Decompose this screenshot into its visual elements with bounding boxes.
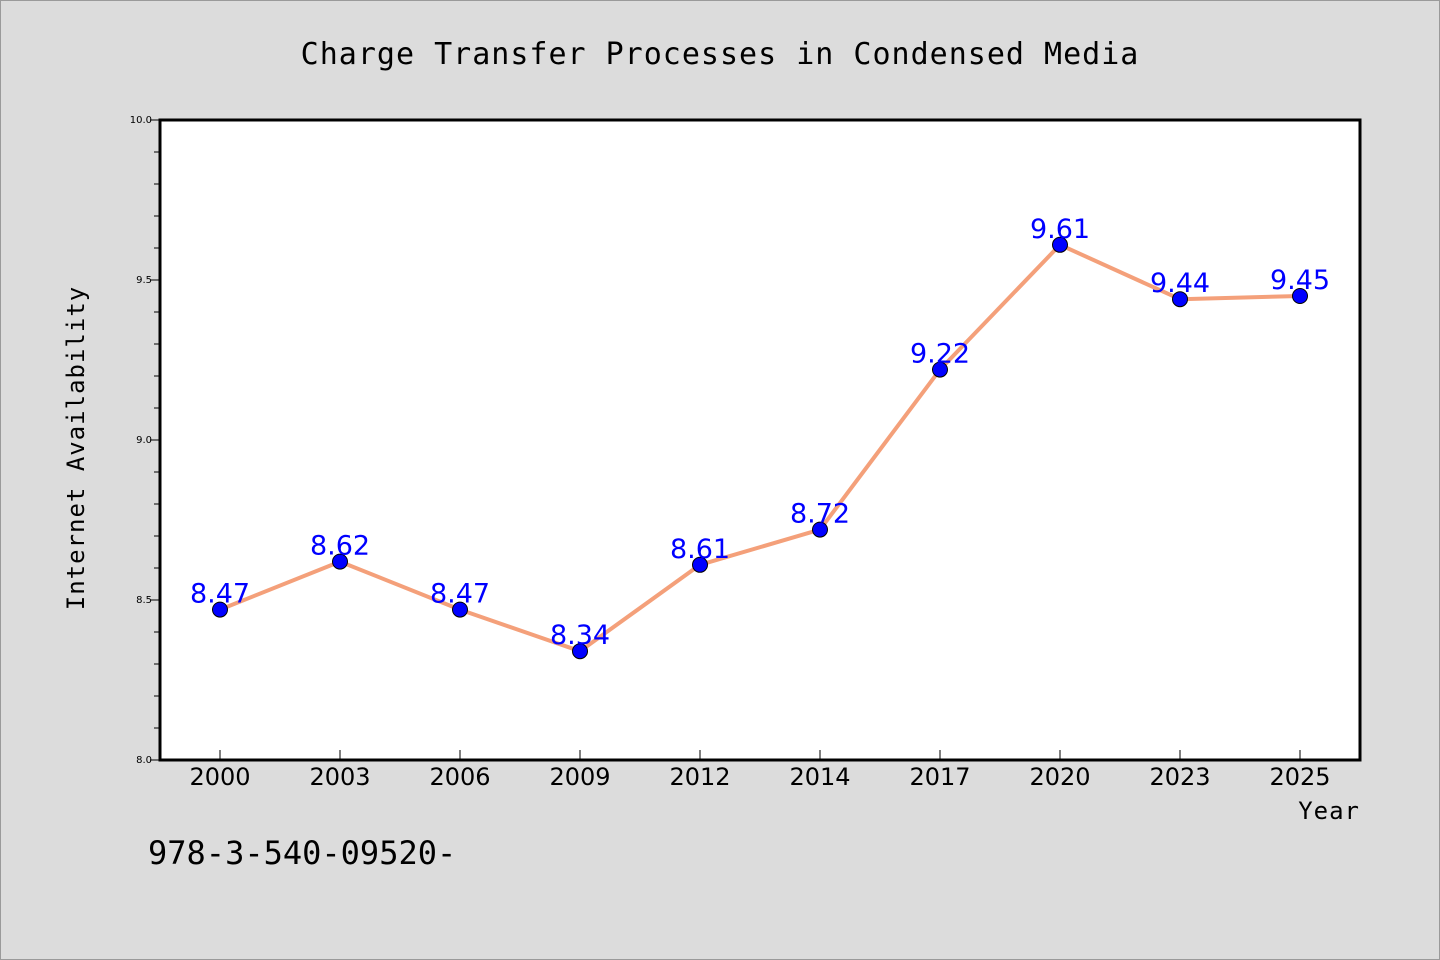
data-label: 9.22 [910, 339, 970, 370]
data-label: 9.45 [1270, 265, 1330, 296]
data-point [932, 361, 948, 378]
data-point [212, 601, 228, 618]
plot-area [158, 118, 1362, 762]
x-tick-label: 2006 [429, 763, 490, 791]
series-layer: 8.47 8.62 8.47 8.34 8.61 8.72 9.22 9.61 9.44 9.45 [190, 214, 1330, 660]
y-tick-label: 8.5 [136, 595, 152, 606]
data-point [692, 556, 708, 573]
y-axis-label: Internet Availability [62, 286, 90, 610]
data-label: 9.44 [1150, 268, 1210, 299]
y-axis: 8.0 8.5 9.0 9.5 10.0 [130, 115, 160, 766]
x-tick-label: 2025 [1269, 763, 1330, 791]
x-tick-label: 2023 [1149, 763, 1210, 791]
data-label: 9.61 [1030, 214, 1090, 245]
data-point [572, 643, 588, 660]
data-point [1172, 291, 1188, 308]
x-tick-label: 2000 [189, 763, 250, 791]
x-tick-label: 2014 [789, 763, 850, 791]
data-label: 8.62 [310, 531, 370, 562]
series-line [218, 242, 1302, 654]
data-label: 8.61 [670, 534, 730, 565]
chart-title: Charge Transfer Processes in Condensed M… [301, 37, 1140, 72]
x-tick-label: 2009 [549, 763, 610, 791]
x-tick-label: 2003 [309, 763, 370, 791]
data-point [812, 521, 828, 538]
footer-text: 978-3-540-09520- [148, 834, 456, 872]
y-tick-label: 9.5 [136, 275, 152, 286]
data-label: 8.34 [550, 620, 610, 651]
data-point [452, 601, 468, 618]
data-point [1292, 288, 1308, 304]
data-label: 8.72 [790, 499, 850, 530]
data-label: 8.47 [430, 579, 490, 610]
x-axis: 2000 2003 2006 2009 2012 2014 2017 2020 2023 2025 [189, 750, 1331, 791]
y-tick-label: 10.0 [130, 115, 152, 126]
y-tick-label: 9.0 [136, 435, 152, 446]
x-tick-label: 2017 [909, 763, 970, 791]
data-point [332, 553, 348, 570]
x-axis-label: Year [1298, 797, 1360, 825]
x-tick-label: 2012 [669, 763, 730, 791]
y-tick-label: 8.0 [136, 755, 152, 766]
data-label: 8.47 [190, 579, 250, 610]
data-point [1052, 236, 1068, 253]
x-tick-label: 2020 [1029, 763, 1090, 791]
